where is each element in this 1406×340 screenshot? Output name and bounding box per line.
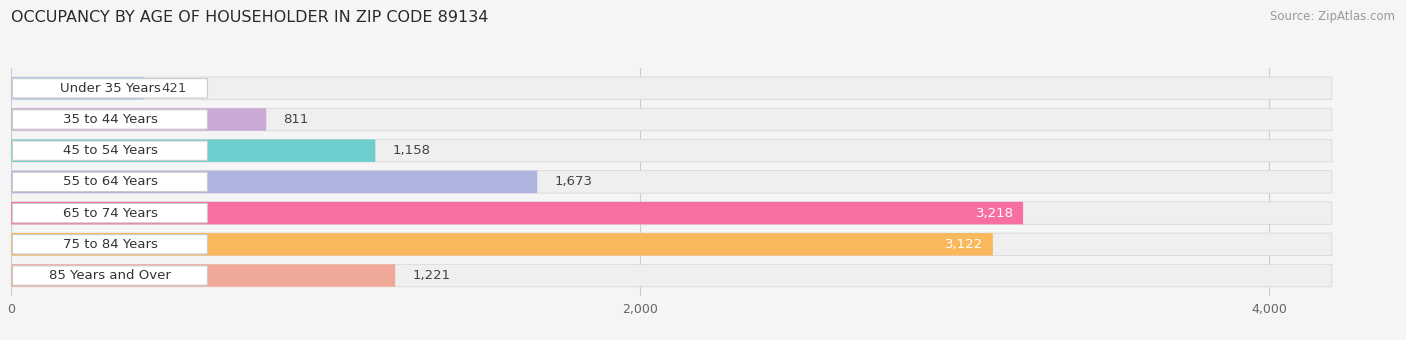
FancyBboxPatch shape	[13, 203, 208, 223]
Text: 811: 811	[284, 113, 309, 126]
FancyBboxPatch shape	[13, 235, 208, 254]
FancyBboxPatch shape	[11, 202, 1024, 224]
FancyBboxPatch shape	[11, 264, 395, 287]
FancyBboxPatch shape	[13, 110, 208, 129]
Text: 421: 421	[160, 82, 186, 95]
FancyBboxPatch shape	[13, 172, 208, 191]
Text: OCCUPANCY BY AGE OF HOUSEHOLDER IN ZIP CODE 89134: OCCUPANCY BY AGE OF HOUSEHOLDER IN ZIP C…	[11, 10, 489, 25]
FancyBboxPatch shape	[11, 171, 537, 193]
FancyBboxPatch shape	[11, 77, 1331, 100]
FancyBboxPatch shape	[13, 266, 208, 285]
Text: 1,158: 1,158	[392, 144, 430, 157]
Text: 65 to 74 Years: 65 to 74 Years	[62, 207, 157, 220]
FancyBboxPatch shape	[11, 108, 1331, 131]
Text: Source: ZipAtlas.com: Source: ZipAtlas.com	[1270, 10, 1395, 23]
Text: Under 35 Years: Under 35 Years	[59, 82, 160, 95]
Text: 85 Years and Over: 85 Years and Over	[49, 269, 172, 282]
FancyBboxPatch shape	[11, 77, 143, 100]
FancyBboxPatch shape	[13, 141, 208, 160]
FancyBboxPatch shape	[11, 139, 1331, 162]
FancyBboxPatch shape	[11, 108, 266, 131]
Text: 3,122: 3,122	[945, 238, 983, 251]
Text: 1,221: 1,221	[412, 269, 450, 282]
Text: 45 to 54 Years: 45 to 54 Years	[62, 144, 157, 157]
FancyBboxPatch shape	[11, 233, 993, 256]
FancyBboxPatch shape	[11, 233, 1331, 256]
FancyBboxPatch shape	[11, 139, 375, 162]
Text: 35 to 44 Years: 35 to 44 Years	[62, 113, 157, 126]
Text: 75 to 84 Years: 75 to 84 Years	[62, 238, 157, 251]
FancyBboxPatch shape	[11, 202, 1331, 224]
Text: 55 to 64 Years: 55 to 64 Years	[62, 175, 157, 188]
Text: 3,218: 3,218	[976, 207, 1014, 220]
FancyBboxPatch shape	[11, 171, 1331, 193]
Text: 1,673: 1,673	[554, 175, 592, 188]
FancyBboxPatch shape	[13, 79, 208, 98]
FancyBboxPatch shape	[11, 264, 1331, 287]
